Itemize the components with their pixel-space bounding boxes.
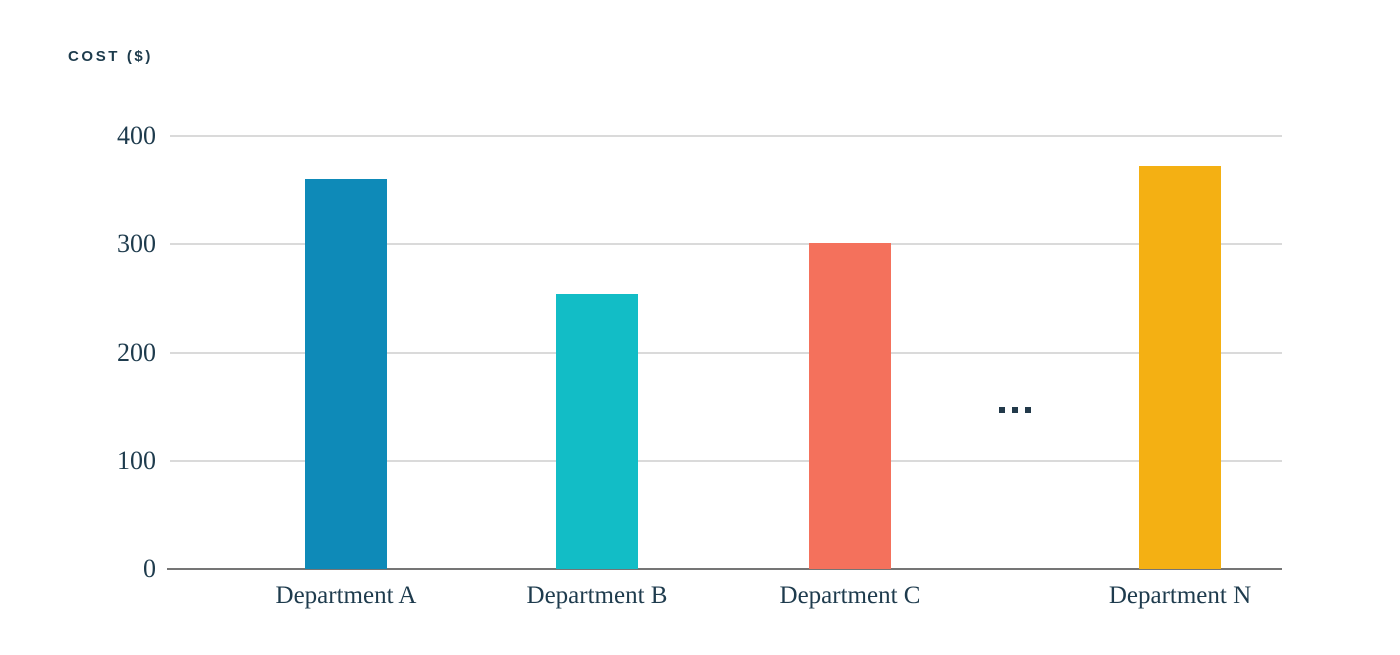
gridline-300 (170, 243, 1282, 246)
y-tick-label-400: 400 (117, 121, 156, 150)
x-tick-label-department-c: Department C (779, 582, 921, 609)
x-tick-label-department-b: Department B (526, 582, 668, 609)
bar-department-b (556, 294, 638, 569)
ellipsis-annotation (999, 407, 1031, 413)
x-tick-label-department-a: Department A (275, 582, 417, 609)
gridline-200 (170, 351, 1282, 354)
y-tick-label-0: 0 (143, 554, 156, 583)
ellipsis-dot (999, 407, 1005, 413)
x-axis-line (167, 568, 1282, 570)
gridline-100 (170, 459, 1282, 462)
bar-department-c (809, 243, 891, 569)
bar-department-a (305, 179, 387, 569)
bar-department-n (1139, 166, 1221, 569)
y-tick-label-300: 300 (117, 229, 156, 259)
ellipsis-dot (1012, 407, 1018, 413)
plot-area: 0 100 200 300 400 Department A Department B Dep… (117, 123, 1282, 609)
ellipsis-dot (1025, 407, 1031, 413)
y-tick-label-100: 100 (117, 445, 156, 475)
chart-title: COST ($) (68, 48, 153, 65)
y-tick-label-200: 200 (117, 337, 156, 367)
gridline-400 (170, 135, 1282, 137)
x-tick-label-department-n: Department N (1108, 582, 1252, 609)
